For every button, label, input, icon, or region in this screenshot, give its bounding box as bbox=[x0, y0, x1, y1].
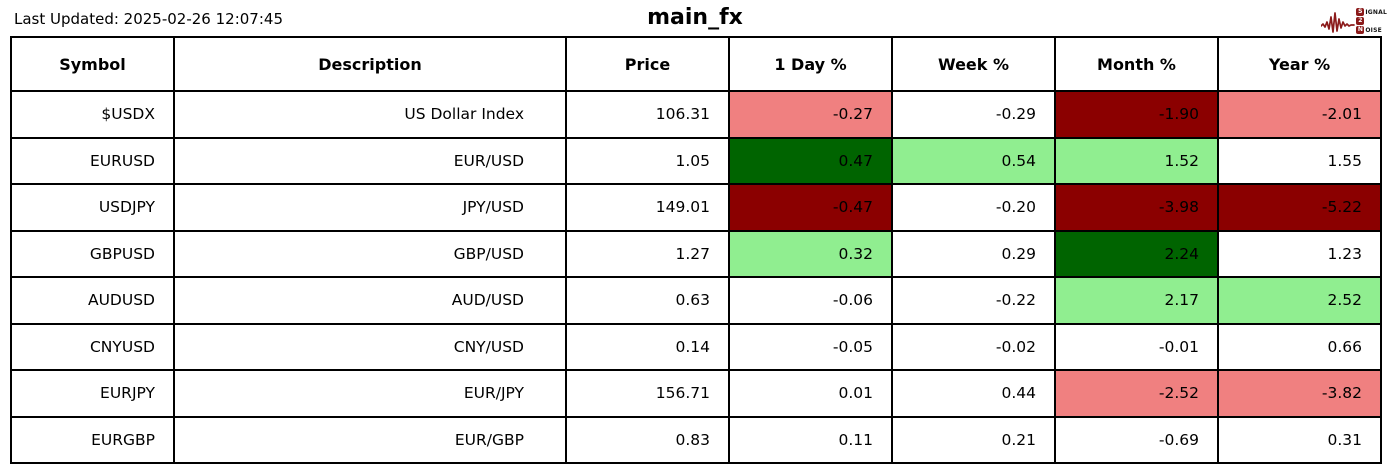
col-header-symbol: Symbol bbox=[10, 36, 175, 92]
symbol-cell: CNYUSD bbox=[10, 322, 175, 371]
pct-month-cell: -0.69 bbox=[1054, 415, 1219, 464]
description-cell: EUR/GBP bbox=[173, 415, 567, 464]
table-row: $USDX US Dollar Index 106.31 -0.27 -0.29 -1.9… bbox=[10, 90, 1382, 139]
pct-week-cell: -0.22 bbox=[891, 276, 1056, 325]
logo-letter-2: 2 bbox=[1356, 17, 1365, 25]
symbol-cell: AUDUSD bbox=[10, 276, 175, 325]
pct-month-cell: -1.90 bbox=[1054, 90, 1219, 139]
pct-week-cell: -0.02 bbox=[891, 322, 1056, 371]
price-cell: 0.63 bbox=[565, 276, 730, 325]
pct-month-cell: 2.17 bbox=[1054, 276, 1219, 325]
pct-1day-cell: -0.27 bbox=[728, 90, 893, 139]
description-cell: AUD/USD bbox=[173, 276, 567, 325]
table-row: AUDUSD AUD/USD 0.63 -0.06 -0.22 2.17 2.52 bbox=[10, 276, 1382, 325]
table-row: GBPUSD GBP/USD 1.27 0.32 0.29 2.24 1.23 bbox=[10, 229, 1382, 278]
pct-week-cell: 0.29 bbox=[891, 229, 1056, 278]
pct-1day-cell: 0.11 bbox=[728, 415, 893, 464]
pct-week-cell: 0.21 bbox=[891, 415, 1056, 464]
pct-year-cell: 2.52 bbox=[1217, 276, 1382, 325]
symbol-cell: EURJPY bbox=[10, 369, 175, 418]
pct-year-cell: 0.66 bbox=[1217, 322, 1382, 371]
description-cell: GBP/USD bbox=[173, 229, 567, 278]
pct-week-cell: 0.54 bbox=[891, 136, 1056, 185]
symbol-cell: USDJPY bbox=[10, 183, 175, 232]
pct-month-cell: -0.01 bbox=[1054, 322, 1219, 371]
pct-week-cell: -0.20 bbox=[891, 183, 1056, 232]
col-header-year: Year % bbox=[1217, 36, 1382, 92]
col-header-description: Description bbox=[173, 36, 567, 92]
table-row: USDJPY JPY/USD 149.01 -0.47 -0.20 -3.98 -5.22 bbox=[10, 183, 1382, 232]
pct-1day-cell: -0.06 bbox=[728, 276, 893, 325]
pct-year-cell: -2.01 bbox=[1217, 90, 1382, 139]
pct-year-cell: 1.23 bbox=[1217, 229, 1382, 278]
pct-month-cell: -2.52 bbox=[1054, 369, 1219, 418]
price-cell: 156.71 bbox=[565, 369, 730, 418]
pct-year-cell: -5.22 bbox=[1217, 183, 1382, 232]
pct-month-cell: 2.24 bbox=[1054, 229, 1219, 278]
col-header-week: Week % bbox=[891, 36, 1056, 92]
price-cell: 0.83 bbox=[565, 415, 730, 464]
table-row: EURUSD EUR/USD 1.05 0.47 0.54 1.52 1.55 bbox=[10, 136, 1382, 185]
pct-week-cell: -0.29 bbox=[891, 90, 1056, 139]
table-row: EURJPY EUR/JPY 156.71 0.01 0.44 -2.52 -3.82 bbox=[10, 369, 1382, 418]
description-cell: EUR/USD bbox=[173, 136, 567, 185]
table-row: CNYUSD CNY/USD 0.14 -0.05 -0.02 -0.01 0.66 bbox=[10, 322, 1382, 371]
page-title: main_fx bbox=[647, 5, 743, 30]
col-header-price: Price bbox=[565, 36, 730, 92]
description-cell: US Dollar Index bbox=[173, 90, 567, 139]
pct-1day-cell: -0.05 bbox=[728, 322, 893, 371]
price-cell: 106.31 bbox=[565, 90, 730, 139]
col-header-1day: 1 Day % bbox=[728, 36, 893, 92]
logo-letter-s: S bbox=[1356, 8, 1365, 16]
pct-1day-cell: -0.47 bbox=[728, 183, 893, 232]
description-cell: EUR/JPY bbox=[173, 369, 567, 418]
description-cell: CNY/USD bbox=[173, 322, 567, 371]
logo-letter-n: N bbox=[1356, 26, 1365, 34]
fx-table-body: $USDX US Dollar Index 106.31 -0.27 -0.29 -1.9… bbox=[10, 90, 1382, 464]
symbol-cell: $USDX bbox=[10, 90, 175, 139]
symbol-cell: EURUSD bbox=[10, 136, 175, 185]
pct-1day-cell: 0.01 bbox=[728, 369, 893, 418]
pct-week-cell: 0.44 bbox=[891, 369, 1056, 418]
logo-text-ignal: IGNAL bbox=[1365, 8, 1387, 16]
header-row: Symbol Description Price 1 Day % Week % … bbox=[10, 36, 1382, 92]
price-cell: 1.05 bbox=[565, 136, 730, 185]
symbol-cell: GBPUSD bbox=[10, 229, 175, 278]
price-cell: 149.01 bbox=[565, 183, 730, 232]
signal2noise-logo: S IGNAL 2 N OISE bbox=[1321, 3, 1387, 34]
logo-wordmark: S IGNAL 2 N OISE bbox=[1356, 8, 1387, 34]
pct-year-cell: -3.82 bbox=[1217, 369, 1382, 418]
col-header-month: Month % bbox=[1054, 36, 1219, 92]
last-updated-label: Last Updated: 2025-02-26 12:07:45 bbox=[14, 10, 283, 28]
pct-1day-cell: 0.32 bbox=[728, 229, 893, 278]
logo-text-oise: OISE bbox=[1365, 26, 1382, 34]
table-row: EURGBP EUR/GBP 0.83 0.11 0.21 -0.69 0.31 bbox=[10, 415, 1382, 464]
symbol-cell: EURGBP bbox=[10, 415, 175, 464]
description-cell: JPY/USD bbox=[173, 183, 567, 232]
price-cell: 0.14 bbox=[565, 322, 730, 371]
fx-table: Symbol Description Price 1 Day % Week % … bbox=[10, 36, 1382, 464]
pct-year-cell: 1.55 bbox=[1217, 136, 1382, 185]
pct-month-cell: 1.52 bbox=[1054, 136, 1219, 185]
pct-month-cell: -3.98 bbox=[1054, 183, 1219, 232]
pct-year-cell: 0.31 bbox=[1217, 415, 1382, 464]
waveform-icon bbox=[1321, 12, 1356, 33]
top-bar: Last Updated: 2025-02-26 12:07:45 main_f… bbox=[0, 0, 1390, 36]
price-cell: 1.27 bbox=[565, 229, 730, 278]
pct-1day-cell: 0.47 bbox=[728, 136, 893, 185]
